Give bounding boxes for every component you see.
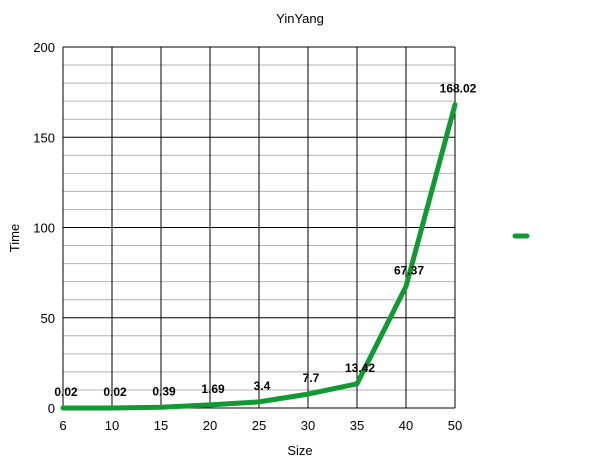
- data-label: 0.39: [152, 384, 176, 398]
- x-tick-label: 40: [399, 418, 413, 433]
- y-tick-label: 0: [48, 401, 55, 416]
- x-tick-label: 30: [301, 418, 315, 433]
- data-label: 7.7: [303, 371, 320, 385]
- x-tick-label: 25: [252, 418, 266, 433]
- y-tick-label: 50: [41, 311, 55, 326]
- data-label: 13.42: [345, 361, 375, 375]
- y-tick-label: 150: [33, 130, 55, 145]
- data-label: 0.02: [103, 385, 127, 399]
- data-labels: 0.02 0.02 0.39 1.69 3.4 7.7 13.42 67.37 168.02: [54, 82, 476, 399]
- x-tick-label: 35: [350, 418, 364, 433]
- x-axis-label: Size: [287, 443, 312, 458]
- x-axis-ticks: 6 10 15 20 25 30 35 40 50: [59, 418, 462, 433]
- y-tick-label: 100: [33, 221, 55, 236]
- data-label: 67.37: [394, 263, 424, 277]
- x-tick-label: 50: [448, 418, 462, 433]
- x-tick-label: 20: [203, 418, 217, 433]
- x-tick-label: 10: [105, 418, 119, 433]
- x-tick-label: 6: [59, 418, 66, 433]
- series-line: [60, 102, 458, 411]
- data-label: 168.02: [440, 82, 477, 96]
- x-tick-label: 15: [154, 418, 168, 433]
- y-tick-label: 200: [33, 40, 55, 55]
- data-label: 0.02: [54, 385, 78, 399]
- data-label: 1.69: [201, 382, 225, 396]
- y-axis-label: Time: [7, 224, 22, 252]
- data-label: 3.4: [254, 379, 271, 393]
- chart-title: YinYang: [276, 11, 324, 26]
- grid: [62, 46, 456, 409]
- y-axis-ticks: 0 50 100 150 200: [33, 40, 55, 416]
